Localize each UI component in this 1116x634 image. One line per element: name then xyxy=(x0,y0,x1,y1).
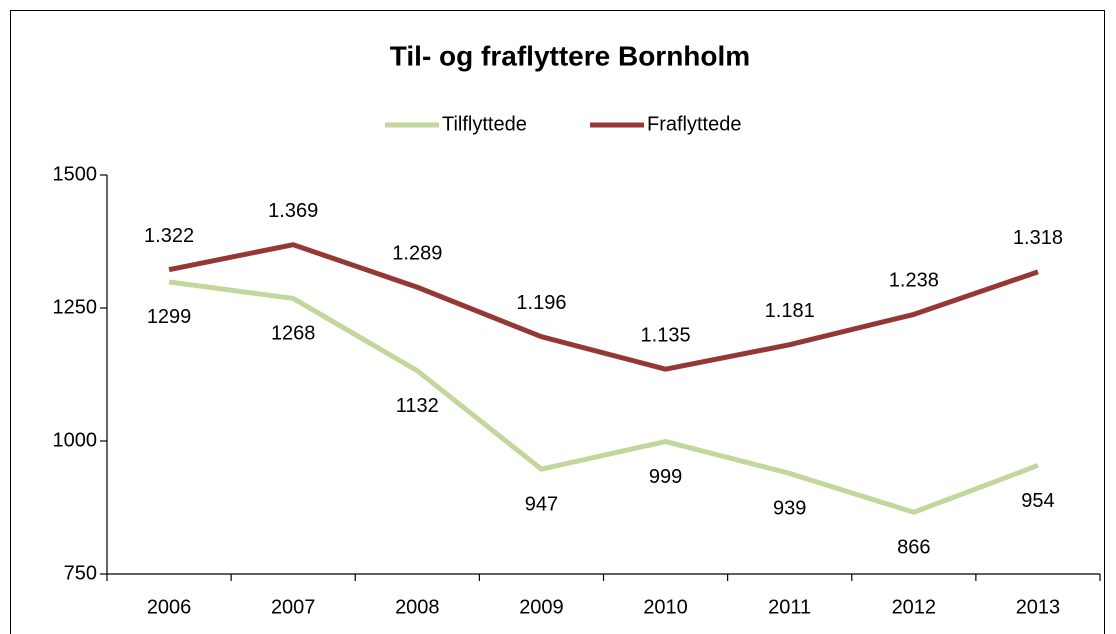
x-tick-label: 2010 xyxy=(643,596,688,618)
x-tick-label: 2006 xyxy=(147,596,192,618)
data-label: 939 xyxy=(773,498,806,520)
data-label: 1.238 xyxy=(889,270,939,292)
data-label: 1268 xyxy=(271,323,316,345)
data-label: 1.135 xyxy=(641,324,691,346)
data-label: 1.318 xyxy=(1013,227,1063,249)
y-tick-label: 1250 xyxy=(53,296,98,318)
y-tick-label: 1000 xyxy=(53,429,98,451)
data-label: 1299 xyxy=(147,306,192,328)
data-label: 954 xyxy=(1021,490,1054,512)
data-label: 1.369 xyxy=(268,200,318,222)
chart-frame xyxy=(10,10,1105,634)
x-tick-label: 2012 xyxy=(892,596,937,618)
x-tick-label: 2008 xyxy=(395,596,440,618)
data-label: 947 xyxy=(525,493,558,515)
data-label: 1132 xyxy=(396,395,439,417)
data-label: 866 xyxy=(897,537,930,559)
data-label: 1.289 xyxy=(392,243,442,265)
x-tick-label: 2009 xyxy=(519,596,564,618)
series-line xyxy=(168,242,1039,372)
y-tick-label: 750 xyxy=(64,562,97,584)
x-tick-label: 2011 xyxy=(768,596,811,618)
legend-label: Tilflyttede xyxy=(442,113,527,135)
y-tick-label: 1500 xyxy=(53,163,98,185)
chart-title: Til- og fraflyttere Bornholm xyxy=(390,40,750,71)
x-tick-label: 2013 xyxy=(1016,596,1061,618)
data-label: 1.181 xyxy=(765,300,815,322)
data-label: 999 xyxy=(649,466,682,488)
x-tick-label: 2007 xyxy=(271,596,316,618)
legend-label: Fraflyttede xyxy=(647,113,741,135)
series-line xyxy=(168,279,1039,515)
data-label: 1.322 xyxy=(144,225,194,247)
data-label: 1.196 xyxy=(516,292,566,314)
